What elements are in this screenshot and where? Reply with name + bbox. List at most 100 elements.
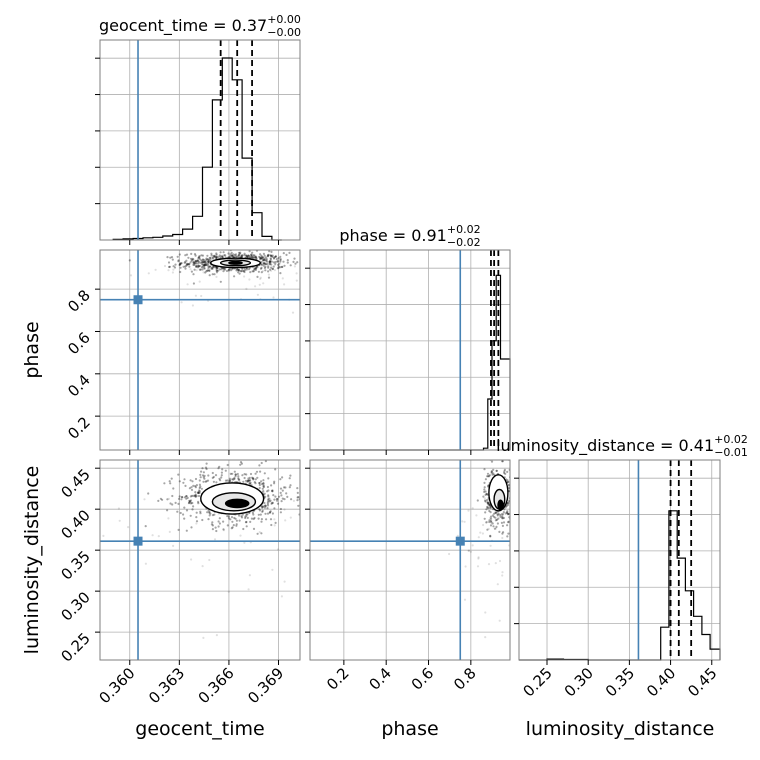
sample-point bbox=[266, 501, 269, 504]
sample-point bbox=[208, 269, 211, 272]
sample-point bbox=[211, 257, 214, 260]
sample-point bbox=[210, 267, 213, 270]
sample-point bbox=[501, 571, 504, 574]
sample-point bbox=[244, 515, 247, 518]
sample-point bbox=[249, 256, 252, 259]
sample-point bbox=[215, 252, 218, 255]
sample-point bbox=[242, 480, 245, 483]
sample-point bbox=[223, 268, 226, 271]
sample-point bbox=[260, 271, 263, 274]
sample-point bbox=[358, 600, 360, 602]
sample-point bbox=[245, 525, 248, 528]
sample-point bbox=[461, 520, 464, 523]
xtick-label-geocent_time: 0.366 bbox=[195, 664, 238, 707]
sample-point bbox=[228, 255, 231, 258]
sample-point bbox=[271, 501, 274, 504]
sample-point bbox=[258, 464, 261, 467]
sample-point bbox=[292, 260, 295, 263]
sample-point bbox=[221, 267, 224, 270]
sample-point bbox=[216, 267, 219, 270]
sample-point bbox=[506, 480, 509, 483]
sample-point bbox=[262, 479, 265, 482]
sample-point bbox=[484, 500, 487, 503]
sample-point bbox=[188, 501, 191, 504]
sample-point bbox=[238, 269, 241, 272]
sample-point bbox=[211, 514, 214, 517]
sample-point bbox=[273, 524, 276, 527]
sample-point bbox=[482, 495, 485, 498]
sample-point bbox=[449, 513, 451, 515]
sample-point bbox=[486, 502, 489, 505]
sample-point bbox=[271, 254, 274, 257]
sample-point bbox=[254, 256, 257, 259]
sample-point bbox=[200, 254, 203, 257]
sample-point bbox=[246, 480, 249, 483]
sample-point bbox=[483, 468, 486, 471]
panel-phase-luminosity_distance-frame bbox=[309, 459, 511, 661]
sample-point bbox=[192, 258, 195, 261]
sample-point bbox=[200, 259, 203, 262]
histogram-luminosity_distance bbox=[519, 510, 721, 661]
sample-point bbox=[506, 535, 509, 538]
sample-point bbox=[205, 480, 208, 483]
sample-point bbox=[194, 294, 197, 297]
sample-point bbox=[204, 263, 207, 266]
sample-point bbox=[189, 479, 192, 482]
sample-point bbox=[315, 275, 317, 277]
sample-point bbox=[229, 253, 232, 256]
sample-point bbox=[198, 486, 201, 490]
sample-point bbox=[489, 516, 492, 520]
sample-point bbox=[226, 524, 229, 527]
sample-point bbox=[190, 252, 193, 255]
sample-point bbox=[483, 488, 486, 491]
sample-point bbox=[487, 563, 491, 566]
sample-point bbox=[477, 536, 480, 539]
sample-point bbox=[197, 265, 200, 268]
sample-point bbox=[197, 262, 200, 265]
sample-point bbox=[501, 532, 504, 535]
sample-point bbox=[234, 253, 238, 256]
ytick-label-luminosity_distance: 0.40 bbox=[57, 506, 93, 542]
sample-point bbox=[506, 524, 509, 527]
sample-point bbox=[259, 267, 263, 270]
sample-point bbox=[201, 518, 204, 522]
sample-point bbox=[263, 266, 266, 270]
sample-point bbox=[235, 269, 238, 272]
sample-point bbox=[177, 259, 180, 262]
sample-point bbox=[191, 508, 194, 511]
sample-point bbox=[258, 255, 261, 258]
sample-point bbox=[284, 519, 287, 522]
sample-point bbox=[247, 479, 250, 482]
sample-point bbox=[203, 267, 206, 270]
sample-point bbox=[253, 254, 256, 257]
sample-point bbox=[206, 511, 209, 514]
sample-point bbox=[205, 262, 208, 265]
sample-point bbox=[264, 256, 268, 259]
sample-point bbox=[280, 265, 283, 269]
sample-point bbox=[217, 269, 220, 272]
sample-point bbox=[493, 527, 496, 530]
sample-point bbox=[233, 275, 236, 278]
sample-point bbox=[269, 510, 272, 513]
sample-point bbox=[273, 482, 276, 485]
sample-point bbox=[222, 251, 225, 254]
sample-point bbox=[274, 495, 277, 498]
sample-point bbox=[163, 264, 167, 268]
sample-point bbox=[253, 267, 256, 270]
sample-point bbox=[147, 272, 150, 275]
sample-point bbox=[185, 497, 188, 500]
sample-point bbox=[296, 499, 299, 502]
sample-point bbox=[195, 262, 198, 265]
sample-point bbox=[246, 516, 249, 520]
sample-point bbox=[169, 482, 172, 485]
sample-point bbox=[258, 508, 261, 511]
sample-point bbox=[270, 263, 273, 266]
sample-point bbox=[283, 283, 286, 286]
sample-point bbox=[284, 486, 287, 489]
sample-point bbox=[212, 475, 215, 479]
sample-point bbox=[269, 258, 272, 261]
sample-point bbox=[191, 494, 194, 497]
sample-point bbox=[489, 544, 492, 547]
sample-point bbox=[388, 567, 390, 569]
sample-point bbox=[266, 485, 269, 489]
